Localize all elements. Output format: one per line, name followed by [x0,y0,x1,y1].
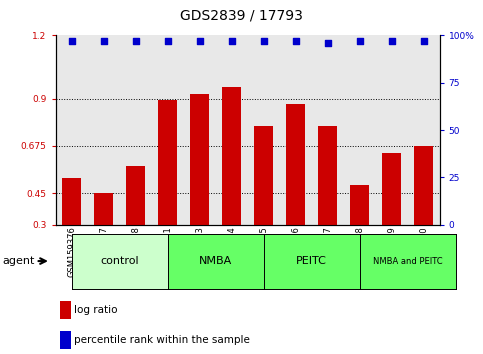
Bar [414,146,433,225]
Point [164,38,171,44]
Bar [158,99,177,225]
Point [388,38,396,44]
Text: PEITC: PEITC [296,256,327,266]
Point [196,38,203,44]
Point [227,38,235,44]
Point [292,38,299,44]
Point [260,38,268,44]
Point [324,40,331,46]
Text: GDS2839 / 17793: GDS2839 / 17793 [180,9,303,23]
Point [132,38,140,44]
Bar [286,104,305,225]
Text: NMBA: NMBA [199,256,232,266]
Bar [190,94,209,225]
Bar [126,166,145,225]
Text: percentile rank within the sample: percentile rank within the sample [74,335,250,345]
Text: NMBA and PEITC: NMBA and PEITC [373,257,442,266]
Bar [350,185,369,225]
Point [68,38,75,44]
Point [420,38,427,44]
Text: control: control [100,256,139,266]
Bar [222,87,241,225]
Bar [94,193,113,225]
Point [99,38,107,44]
Point [355,38,363,44]
Bar [254,126,273,225]
Text: agent: agent [2,256,35,266]
Bar [382,153,401,225]
Bar [62,178,81,225]
Text: log ratio: log ratio [74,305,117,315]
Bar [318,126,337,225]
